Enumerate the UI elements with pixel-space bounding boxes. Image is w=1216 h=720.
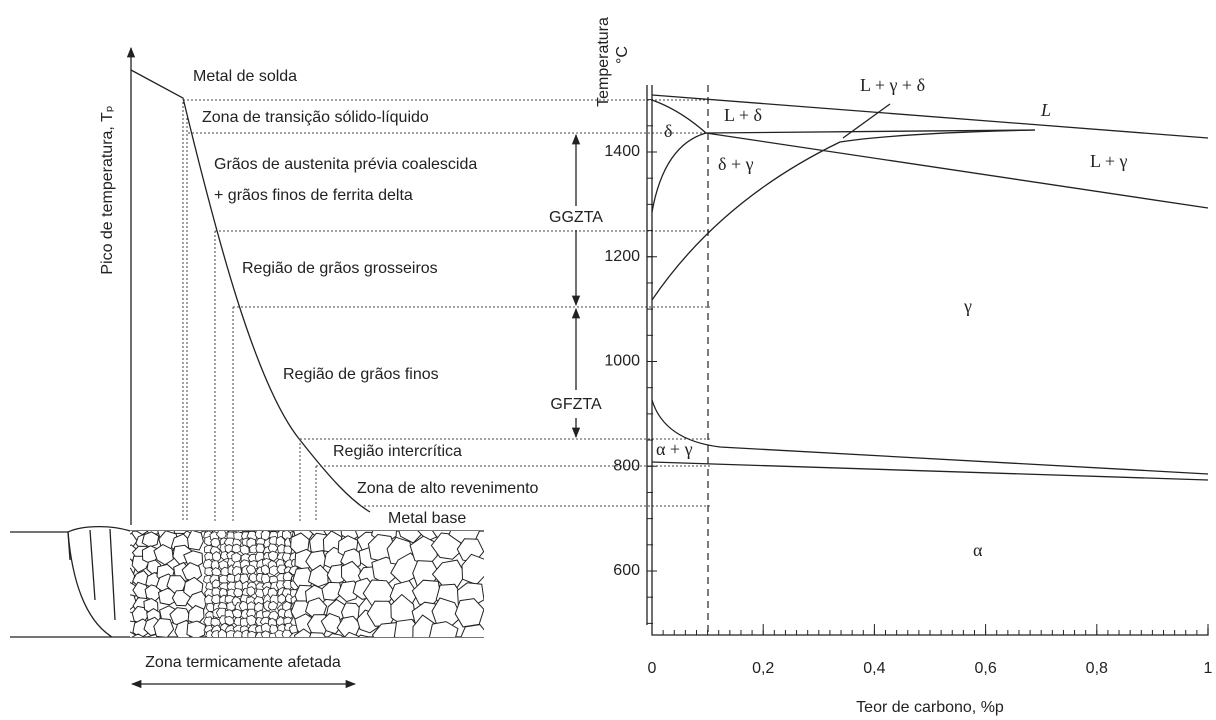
grain	[460, 625, 490, 651]
grain	[188, 530, 204, 550]
x-axis-label: Teor de carbono, %p	[856, 699, 1004, 716]
zone-label: Região de grãos grosseiros	[242, 260, 438, 277]
y-unit: °C	[614, 46, 631, 64]
y-tick-label: 600	[613, 562, 640, 579]
grain	[248, 631, 256, 640]
zone-label: + grãos finos de ferrita delta	[214, 187, 413, 204]
phase-label: δ	[664, 121, 672, 141]
grain	[247, 615, 256, 626]
x-tick-label: 1	[1204, 660, 1213, 677]
grain	[308, 633, 329, 652]
phase-label: L	[1040, 100, 1051, 120]
x-tick-label: 0	[648, 660, 657, 677]
y-tick-label: 1000	[604, 353, 640, 370]
phase-label: α	[973, 540, 983, 560]
haz-label: GFZTA	[550, 396, 602, 413]
zone-label: Região de grãos finos	[283, 366, 439, 383]
y-tick-label: 1400	[604, 143, 640, 160]
phase-label: L + γ	[1090, 151, 1127, 171]
grain	[270, 522, 279, 531]
figure: Pico de temperatura, Tₚ Metal de solda Z…	[0, 0, 1216, 720]
x-tick-label: 0,8	[1086, 660, 1108, 677]
phase-label: α + γ	[656, 439, 693, 459]
zone-label: Zona de alto revenimento	[357, 480, 539, 497]
grain	[212, 580, 220, 588]
grain	[206, 603, 214, 611]
x-tick-label: 0,2	[752, 660, 774, 677]
haz-label: GGZTA	[549, 209, 603, 226]
grain	[187, 621, 206, 639]
grain	[269, 566, 278, 576]
phase-label: L + γ + δ	[860, 75, 925, 95]
x-tick-label: 0,6	[974, 660, 996, 677]
zone-label: Zona de transição sólido-líquido	[202, 109, 429, 126]
y-axis-label: Pico de temperatura, Tₚ	[99, 105, 116, 274]
weld-cross-section	[10, 512, 490, 654]
grain	[119, 568, 134, 585]
grain	[429, 622, 458, 648]
zone-label: Metal base	[388, 510, 466, 527]
y-tick-label: 800	[613, 457, 640, 474]
phase-diagram: Temperatura °C Teor de carbono, %p L + δ…	[595, 17, 1212, 716]
grain	[142, 532, 159, 547]
phase-label: L + δ	[724, 105, 762, 125]
grain	[352, 635, 375, 653]
x-tick-label: 0,4	[863, 660, 885, 677]
zone-label: Região intercrítica	[333, 443, 462, 460]
y-tick-label: 1200	[604, 248, 640, 265]
zone-label: Grãos de austenita prévia coalescida	[214, 156, 477, 173]
phase-label: δ + γ	[718, 154, 754, 174]
zone-label: Metal de solda	[193, 68, 297, 85]
bottom-label: Zona termicamente afetada	[145, 654, 341, 671]
phase-label: γ	[963, 296, 972, 316]
grain	[290, 522, 299, 532]
y-axis-label: Temperatura	[595, 17, 612, 107]
